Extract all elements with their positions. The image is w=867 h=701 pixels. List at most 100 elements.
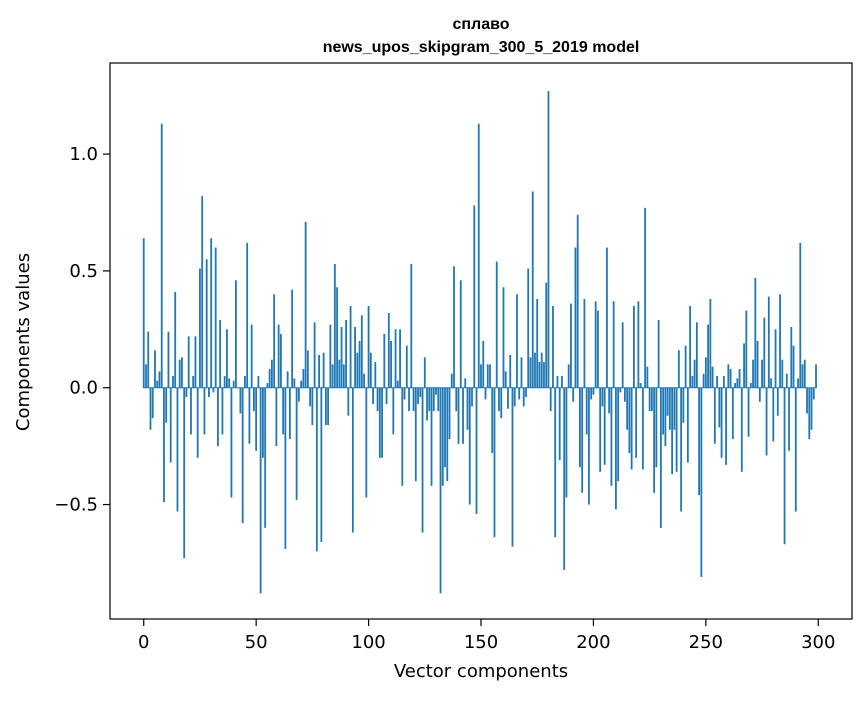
bar (594, 301, 597, 388)
bar (349, 305, 352, 388)
bar (214, 247, 217, 388)
bar (277, 324, 280, 388)
bar (689, 305, 692, 388)
bar (369, 352, 372, 388)
bar (435, 387, 437, 395)
bar (286, 371, 289, 388)
bar (617, 387, 620, 482)
bar (419, 387, 422, 398)
bar (232, 380, 235, 388)
bar (408, 387, 410, 412)
bar (156, 380, 159, 388)
bar (767, 296, 770, 388)
bar (509, 355, 512, 388)
x-axis-ticks: 0 50 100 150 200 250 300 (138, 619, 835, 653)
bar (288, 387, 291, 440)
bar (347, 387, 350, 416)
bar (244, 376, 246, 388)
bar (666, 387, 669, 416)
bar (556, 376, 559, 388)
bar (531, 191, 534, 388)
bar (372, 387, 374, 405)
bar (149, 387, 152, 430)
bar (725, 387, 727, 465)
bar (502, 287, 505, 388)
bar (221, 387, 224, 435)
bar (648, 387, 651, 412)
bar (722, 376, 725, 388)
bar (671, 387, 674, 475)
bar (250, 324, 253, 388)
bar (196, 387, 199, 458)
bar (536, 298, 539, 388)
bar (462, 387, 464, 444)
bar (815, 364, 817, 388)
bar (270, 359, 273, 388)
bar (538, 362, 541, 388)
bar (525, 387, 527, 398)
bar (581, 387, 584, 493)
bar (511, 387, 514, 547)
bar (262, 387, 264, 458)
bar (565, 387, 568, 498)
bar (154, 350, 156, 388)
bar (549, 387, 552, 412)
bar (774, 329, 777, 388)
bar (246, 242, 249, 388)
x-tick-label: 100 (351, 632, 385, 653)
bar (781, 359, 784, 388)
bar (785, 373, 788, 388)
bar (619, 387, 622, 393)
bar (590, 387, 593, 400)
bar (459, 280, 462, 388)
bar (259, 387, 262, 594)
bar (606, 247, 608, 388)
bar (534, 352, 536, 388)
bar (199, 268, 201, 388)
bar (698, 387, 700, 496)
bar (664, 387, 667, 447)
x-tick-label: 300 (801, 632, 835, 653)
bar (385, 387, 388, 405)
bar (235, 280, 237, 388)
bar (437, 387, 440, 412)
bar (504, 371, 507, 388)
bar (563, 387, 566, 570)
bar (484, 387, 487, 400)
bar (585, 387, 588, 435)
bar (392, 387, 395, 435)
bar (799, 242, 802, 388)
bar (340, 326, 343, 388)
bar (219, 319, 222, 388)
bar (574, 247, 577, 388)
bar (226, 329, 228, 388)
bar (603, 387, 606, 465)
bar (284, 387, 287, 549)
bar (579, 387, 581, 468)
bar (176, 387, 179, 512)
bar (545, 282, 548, 388)
bar (797, 378, 799, 388)
bar (342, 364, 345, 388)
bar (630, 387, 633, 470)
bar (695, 322, 698, 388)
bar (628, 387, 631, 454)
bar (707, 324, 709, 388)
bar (345, 319, 347, 388)
bar (576, 214, 579, 388)
bar (401, 387, 404, 486)
bar (803, 359, 806, 388)
bar (498, 387, 500, 412)
bar (657, 319, 660, 388)
bar (453, 266, 455, 388)
bar (399, 329, 401, 388)
bar (567, 364, 570, 388)
bar (738, 369, 741, 388)
bar (450, 373, 453, 388)
bar (439, 387, 442, 594)
bar (255, 387, 258, 451)
bar (495, 261, 498, 388)
bar (776, 387, 779, 416)
bar (228, 378, 231, 388)
bar (756, 341, 759, 388)
